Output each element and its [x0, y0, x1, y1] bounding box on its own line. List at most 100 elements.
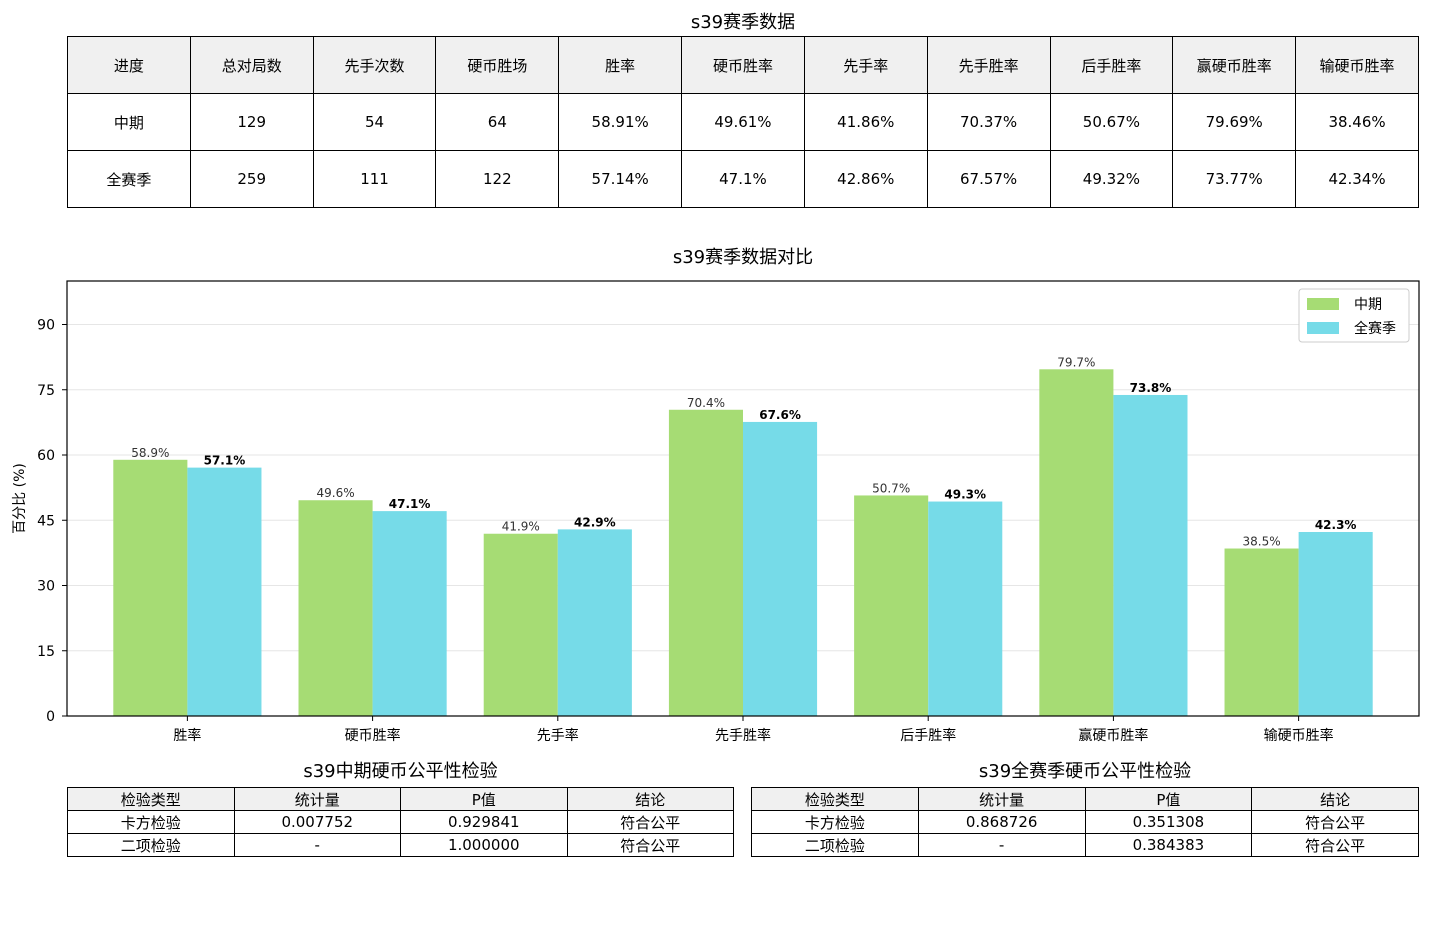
table-cell: 二项检验 [67, 833, 235, 857]
bar [298, 500, 373, 716]
header-cell: 输硬币胜率 [1295, 36, 1419, 94]
header-cell: 总对局数 [189, 36, 314, 94]
table-cell: 1.000000 [400, 833, 568, 857]
bar [928, 501, 1003, 716]
bar [1298, 531, 1373, 716]
header-cell: 先手胜率 [926, 36, 1051, 94]
header-cell: 结论 [566, 787, 734, 811]
table-cell: 符合公平 [566, 810, 734, 834]
table-row: 全赛季 259 111 122 57.14% 47.1% 42.86% 67.5… [67, 150, 1419, 208]
bar [668, 409, 743, 716]
header-cell: 硬币胜率 [681, 36, 805, 94]
x-tick-label: 后手胜率 [900, 727, 956, 744]
bar-value-label: 38.5% [1243, 535, 1281, 549]
y-axis-label: 百分比 (%) [12, 463, 28, 534]
table-cell: 54 [312, 93, 437, 151]
header-cell: 赢硬币胜率 [1172, 36, 1297, 94]
bar [854, 495, 929, 716]
table-cell: 70.37% [926, 93, 1051, 151]
bar-value-label: 79.7% [1057, 355, 1095, 369]
y-tick-label: 60 [37, 448, 55, 464]
bar [743, 421, 818, 716]
table-cell: 全赛季 [67, 150, 191, 208]
full-fairness-test-table: 检验类型 统计量 P值 结论 卡方检验 0.868726 0.351308 符合… [751, 787, 1419, 857]
table-cell: 符合公平 [1251, 810, 1419, 834]
season-table-title: s39赛季数据 [690, 12, 796, 33]
table-cell: 0.868726 [917, 810, 1086, 834]
header-cell: 硬币胜场 [435, 36, 560, 94]
table-cell: 129 [189, 93, 314, 151]
table-cell: 0.929841 [400, 810, 568, 834]
table-cell: 卡方检验 [751, 810, 919, 834]
bar-value-label: 49.6% [316, 486, 354, 500]
table-cell: 122 [435, 150, 560, 208]
table-cell: 42.86% [803, 150, 928, 208]
table-cell: 49.32% [1049, 150, 1174, 208]
table-cell: 0.351308 [1084, 810, 1253, 834]
table-cell: 49.61% [681, 93, 805, 151]
mid-test-title: s39中期硬币公平性检验 [303, 761, 498, 782]
header-cell: 胜率 [558, 36, 683, 94]
x-tick-label: 胜率 [173, 727, 201, 744]
table-cell: 259 [189, 150, 314, 208]
header-cell: P值 [1084, 787, 1253, 811]
y-tick-label: 15 [37, 644, 55, 660]
bar [113, 459, 188, 716]
bar [483, 533, 558, 716]
y-tick-label: 75 [37, 383, 55, 399]
bar-value-label: 67.6% [759, 408, 801, 422]
table-cell: 57.14% [558, 150, 683, 208]
table-cell: 79.69% [1172, 93, 1297, 151]
bar [1039, 369, 1114, 716]
bar-value-label: 58.9% [131, 446, 169, 460]
table-header-row: 检验类型 统计量 P值 结论 [751, 787, 1419, 811]
table-cell: 67.57% [926, 150, 1051, 208]
bar [187, 467, 262, 716]
table-cell: 111 [312, 150, 437, 208]
legend-swatch [1307, 298, 1339, 310]
table-cell: 符合公平 [1251, 833, 1419, 857]
mid-fairness-test-table: 检验类型 统计量 P值 结论 卡方检验 0.007752 0.929841 符合… [67, 787, 734, 857]
chart-title: s39赛季数据对比 [673, 247, 813, 268]
table-cell: 38.46% [1295, 93, 1419, 151]
bar-value-label: 50.7% [872, 481, 910, 495]
table-cell: 64 [435, 93, 560, 151]
table-cell: 中期 [67, 93, 191, 151]
header-cell: 统计量 [233, 787, 401, 811]
y-tick-label: 90 [37, 318, 55, 334]
x-tick-label: 输硬币胜率 [1264, 727, 1334, 744]
bar-value-label: 70.4% [687, 396, 725, 410]
legend-swatch [1307, 322, 1339, 334]
bar [557, 529, 632, 716]
header-cell: 进度 [67, 36, 191, 94]
season-stats-table: 进度 总对局数 先手次数 硬币胜场 胜率 硬币胜率 先手率 先手胜率 后手胜率 … [67, 36, 1419, 208]
header-cell: 后手胜率 [1049, 36, 1174, 94]
bar [372, 511, 447, 716]
table-cell: 二项检验 [751, 833, 919, 857]
table-header-row: 进度 总对局数 先手次数 硬币胜场 胜率 硬币胜率 先手率 先手胜率 后手胜率 … [67, 36, 1419, 94]
table-header-row: 检验类型 统计量 P值 结论 [67, 787, 734, 811]
bar-value-label: 73.8% [1130, 381, 1172, 395]
x-tick-label: 硬币胜率 [345, 727, 401, 744]
table-cell: - [917, 833, 1086, 857]
table-cell: 58.91% [558, 93, 683, 151]
bar-value-label: 49.3% [944, 488, 986, 502]
table-cell: 47.1% [681, 150, 805, 208]
y-tick-label: 45 [37, 513, 55, 529]
comparison-bar-chart: s39赛季数据对比 0 15 30 45 60 75 90 百分比 (%) 58.9% 57.1% 胜… [12, 247, 1420, 744]
y-tick-label: 30 [37, 579, 55, 595]
table-cell: 0.384383 [1084, 833, 1253, 857]
y-tick-label: 0 [46, 709, 55, 725]
table-cell: 0.007752 [233, 810, 401, 834]
table-cell: 50.67% [1049, 93, 1174, 151]
table-cell: - [233, 833, 401, 857]
table-cell: 卡方检验 [67, 810, 235, 834]
x-tick-label: 先手胜率 [715, 727, 771, 744]
bar-value-label: 41.9% [502, 520, 540, 534]
plot-frame [66, 280, 1420, 717]
table-cell: 73.77% [1172, 150, 1297, 208]
full-test-title: s39全赛季硬币公平性检验 [978, 761, 1192, 782]
legend-label: 全赛季 [1354, 320, 1396, 337]
table-row: 二项检验 - 0.384383 符合公平 [751, 833, 1419, 857]
header-cell: 结论 [1251, 787, 1419, 811]
